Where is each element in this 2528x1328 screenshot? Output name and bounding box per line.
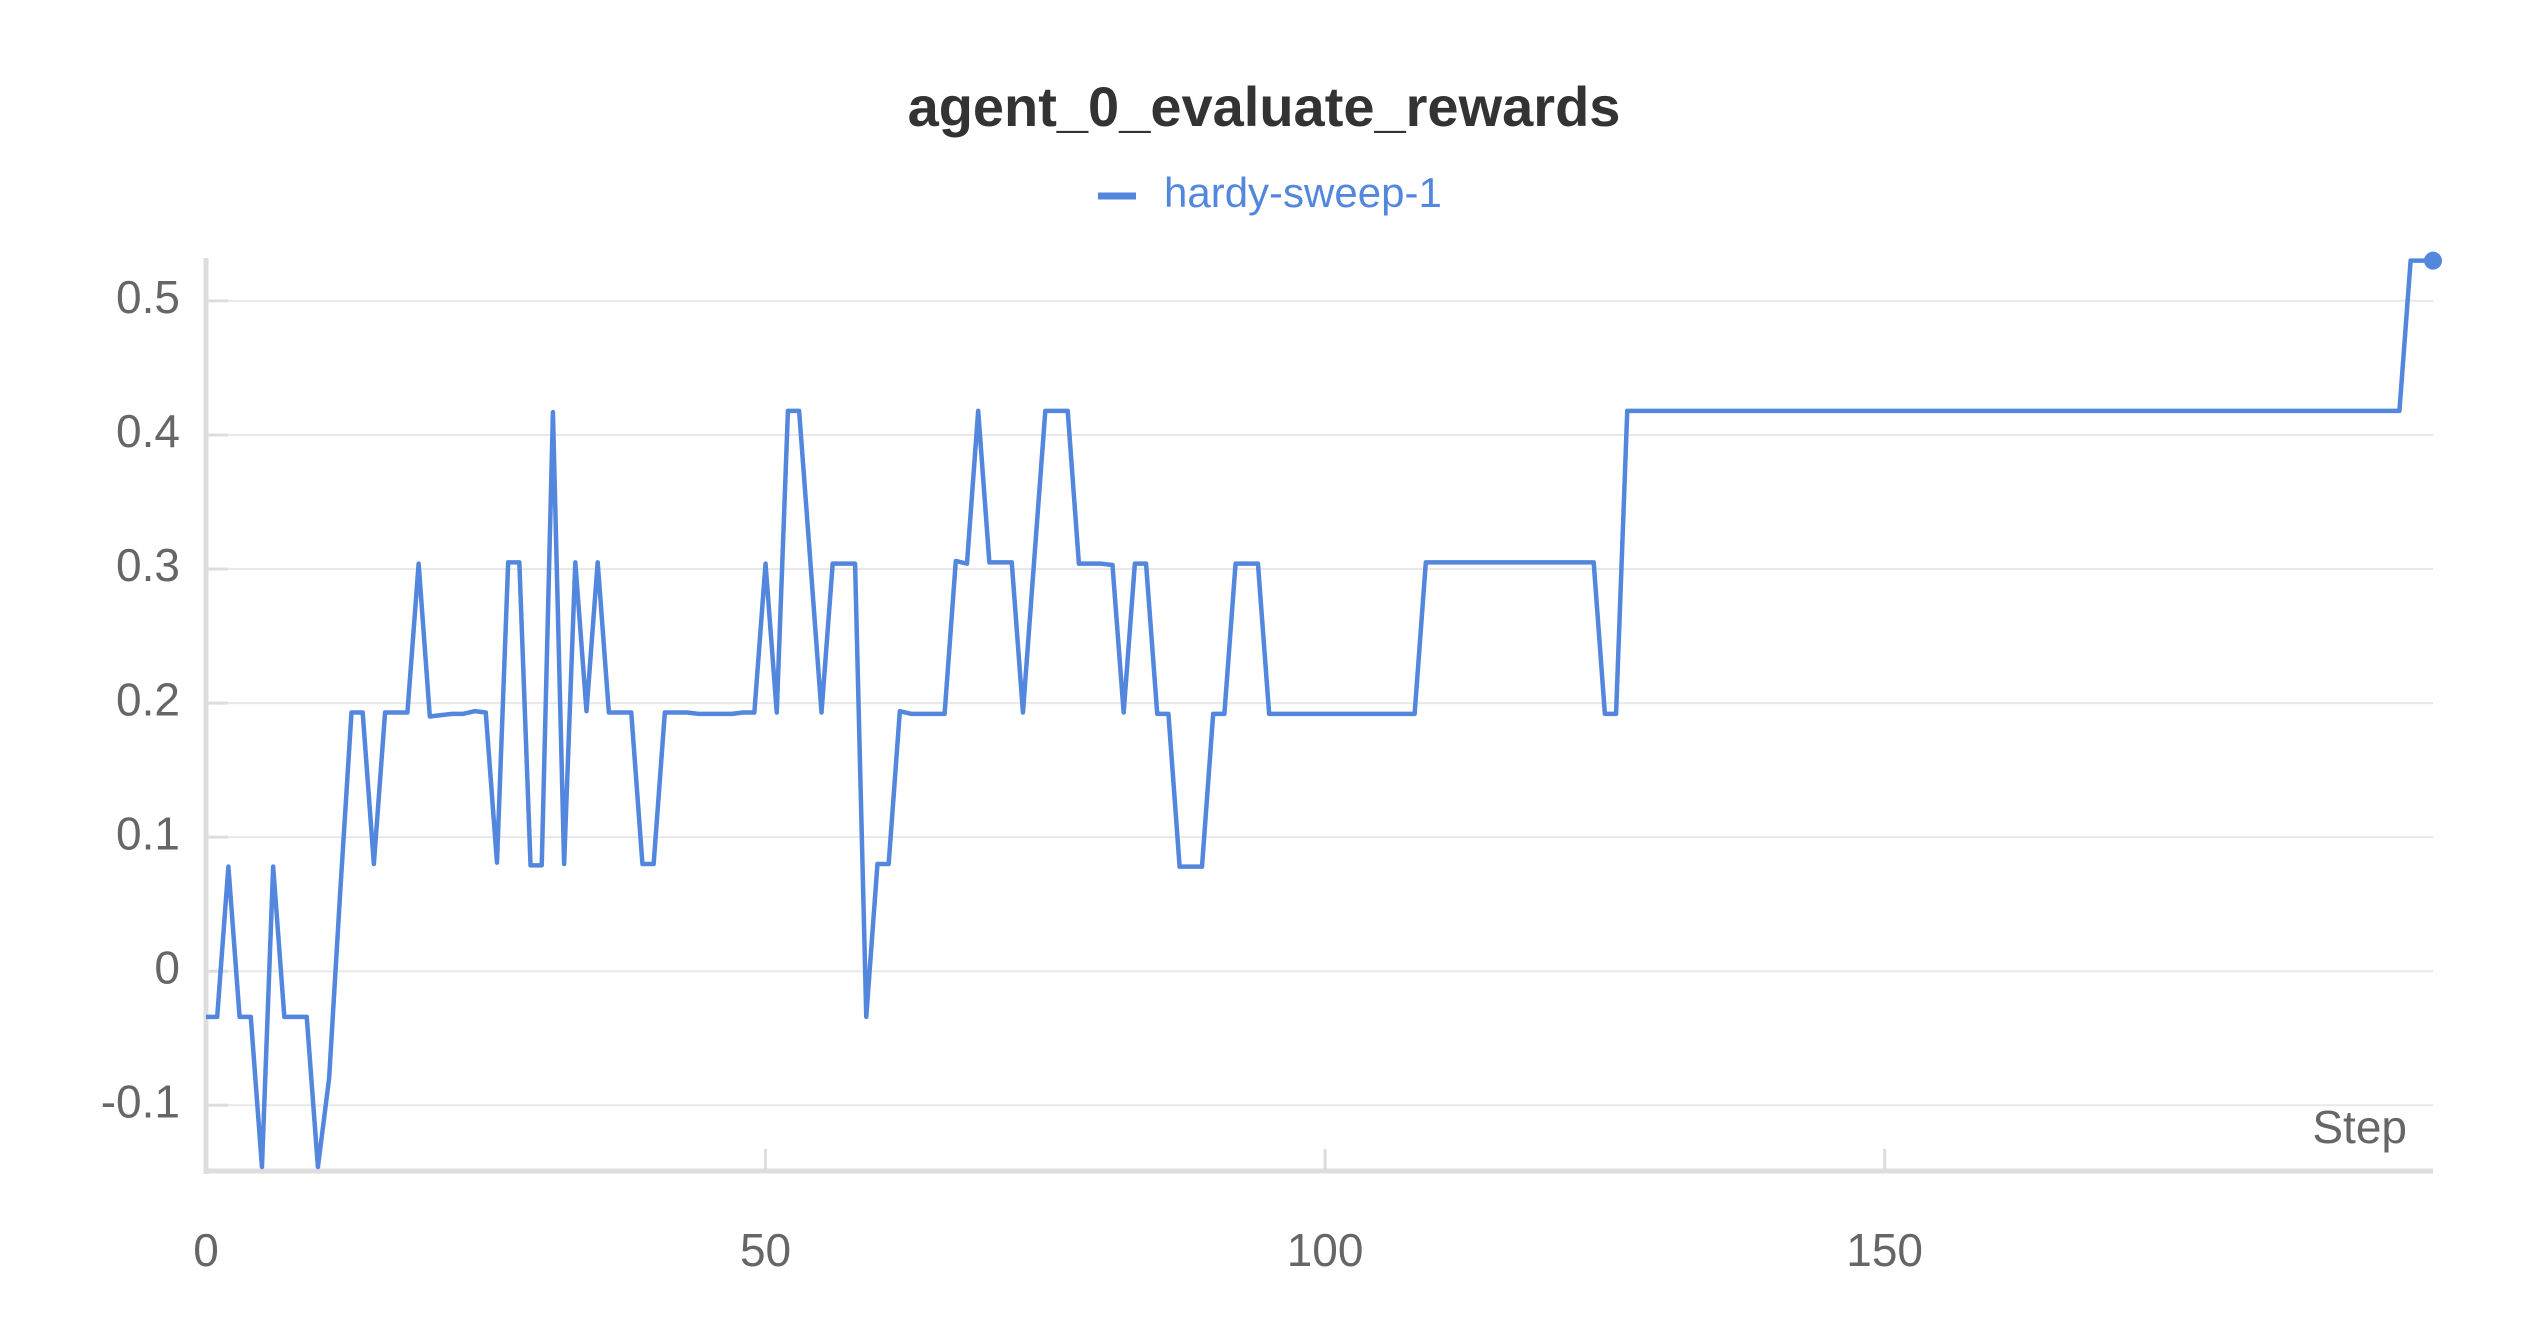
x-tick-label: 100: [1287, 1224, 1364, 1276]
end-point: [2424, 251, 2442, 270]
x-tick-label: 50: [740, 1224, 791, 1276]
x-tick-label: 0: [193, 1224, 219, 1276]
legend-label: hardy-sweep-1: [1164, 169, 1442, 216]
line-series: [206, 258, 2433, 1170]
y-tick-label: -0.1: [101, 1075, 180, 1127]
x-tick-label: 150: [1846, 1224, 1923, 1276]
y-tick-label: 0.2: [116, 673, 180, 725]
y-tick-label: 0.4: [116, 405, 180, 457]
y-tick-label: 0: [154, 941, 180, 993]
y-tick-label: 0.3: [116, 539, 180, 591]
x-axis-label: Step: [2312, 1101, 2407, 1153]
chart-title: agent_0_evaluate_rewards: [908, 75, 1621, 138]
y-tick-label: 0.5: [116, 271, 180, 323]
y-tick-label: 0.1: [116, 807, 180, 859]
